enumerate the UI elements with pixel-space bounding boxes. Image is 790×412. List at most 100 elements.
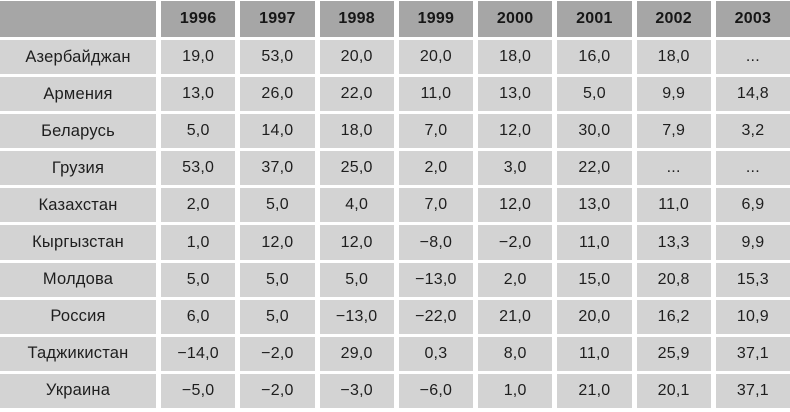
value-cell: 13,0 xyxy=(161,77,236,112)
value-cell: 30,0 xyxy=(557,114,632,149)
value-cell: 37,1 xyxy=(715,336,790,371)
value-cell: −22,0 xyxy=(398,299,473,334)
value-cell: 22,0 xyxy=(557,151,632,186)
year-header-1997: 1997 xyxy=(240,1,315,37)
value-cell: 3,0 xyxy=(478,151,553,186)
value-cell: 11,0 xyxy=(557,336,632,371)
value-cell: −8,0 xyxy=(398,225,473,260)
value-cell: 8,0 xyxy=(478,336,553,371)
value-cell: 5,0 xyxy=(557,77,632,112)
value-cell: 15,3 xyxy=(715,262,790,297)
year-header-2001: 2001 xyxy=(557,1,632,37)
value-cell: 18,0 xyxy=(319,114,394,149)
value-cell: −2,0 xyxy=(240,373,315,408)
country-label: Украина xyxy=(0,373,156,408)
value-cell: 13,0 xyxy=(478,77,553,112)
value-cell: 7,0 xyxy=(398,188,473,223)
value-cell: 13,3 xyxy=(636,225,711,260)
country-label: Грузия xyxy=(0,151,156,186)
value-cell: 12,0 xyxy=(240,225,315,260)
value-cell: 9,9 xyxy=(715,225,790,260)
value-cell: 25,0 xyxy=(319,151,394,186)
value-cell: 10,9 xyxy=(715,299,790,334)
value-cell: 6,9 xyxy=(715,188,790,223)
value-cell: −2,0 xyxy=(478,225,553,260)
value-cell: 1,0 xyxy=(161,225,236,260)
value-cell: 20,0 xyxy=(398,40,473,75)
value-cell: 2,0 xyxy=(398,151,473,186)
value-cell: 20,1 xyxy=(636,373,711,408)
value-cell: 37,1 xyxy=(715,373,790,408)
value-cell: ... xyxy=(636,151,711,186)
country-label: Молдова xyxy=(0,262,156,297)
value-cell: 7,9 xyxy=(636,114,711,149)
value-cell: 6,0 xyxy=(161,299,236,334)
value-cell: 5,0 xyxy=(240,299,315,334)
country-label: Азербайджан xyxy=(0,40,156,75)
value-cell: −2,0 xyxy=(240,336,315,371)
value-cell: 1,0 xyxy=(478,373,553,408)
value-cell: 12,0 xyxy=(478,188,553,223)
country-label: Россия xyxy=(0,299,156,334)
value-cell: 11,0 xyxy=(398,77,473,112)
value-cell: 13,0 xyxy=(557,188,632,223)
value-cell: 2,0 xyxy=(161,188,236,223)
year-header-2002: 2002 xyxy=(636,1,711,37)
value-cell: 12,0 xyxy=(478,114,553,149)
value-cell: 5,0 xyxy=(161,262,236,297)
value-cell: 7,0 xyxy=(398,114,473,149)
year-header-2003: 2003 xyxy=(715,1,790,37)
value-cell: −13,0 xyxy=(319,299,394,334)
value-cell: 21,0 xyxy=(557,373,632,408)
value-cell: 53,0 xyxy=(240,40,315,75)
value-cell: −6,0 xyxy=(398,373,473,408)
value-cell: 29,0 xyxy=(319,336,394,371)
value-cell: 12,0 xyxy=(319,225,394,260)
value-cell: 5,0 xyxy=(319,262,394,297)
value-cell: 5,0 xyxy=(161,114,236,149)
value-cell: 14,0 xyxy=(240,114,315,149)
value-cell: 18,0 xyxy=(636,40,711,75)
value-cell: 22,0 xyxy=(319,77,394,112)
value-cell: −3,0 xyxy=(319,373,394,408)
value-cell: 11,0 xyxy=(557,225,632,260)
value-cell: 20,0 xyxy=(557,299,632,334)
value-cell: 20,8 xyxy=(636,262,711,297)
value-cell: −14,0 xyxy=(161,336,236,371)
value-cell: 21,0 xyxy=(478,299,553,334)
value-cell: ... xyxy=(715,151,790,186)
country-label: Таджикистан xyxy=(0,336,156,371)
value-cell: 53,0 xyxy=(161,151,236,186)
value-cell: 16,2 xyxy=(636,299,711,334)
value-cell: 3,2 xyxy=(715,114,790,149)
country-label: Казахстан xyxy=(0,188,156,223)
country-label: Кыргызстан xyxy=(0,225,156,260)
value-cell: 5,0 xyxy=(240,262,315,297)
year-header-1996: 1996 xyxy=(161,1,236,37)
value-cell: 5,0 xyxy=(240,188,315,223)
value-cell: 2,0 xyxy=(478,262,553,297)
value-cell: −13,0 xyxy=(398,262,473,297)
value-cell: 9,9 xyxy=(636,77,711,112)
year-header-2000: 2000 xyxy=(478,1,553,37)
value-cell: 20,0 xyxy=(319,40,394,75)
value-cell: 16,0 xyxy=(557,40,632,75)
value-cell: 18,0 xyxy=(478,40,553,75)
year-header-1998: 1998 xyxy=(319,1,394,37)
value-cell: 26,0 xyxy=(240,77,315,112)
value-cell: 4,0 xyxy=(319,188,394,223)
value-cell: 11,0 xyxy=(636,188,711,223)
value-cell: −5,0 xyxy=(161,373,236,408)
value-cell: 19,0 xyxy=(161,40,236,75)
value-cell: ... xyxy=(715,40,790,75)
value-cell: 25,9 xyxy=(636,336,711,371)
value-cell: 14,8 xyxy=(715,77,790,112)
corner-header-cell xyxy=(0,1,156,37)
year-header-1999: 1999 xyxy=(398,1,473,37)
value-cell: 15,0 xyxy=(557,262,632,297)
country-label: Армения xyxy=(0,77,156,112)
value-cell: 37,0 xyxy=(240,151,315,186)
value-cell: 0,3 xyxy=(398,336,473,371)
country-label: Беларусь xyxy=(0,114,156,149)
